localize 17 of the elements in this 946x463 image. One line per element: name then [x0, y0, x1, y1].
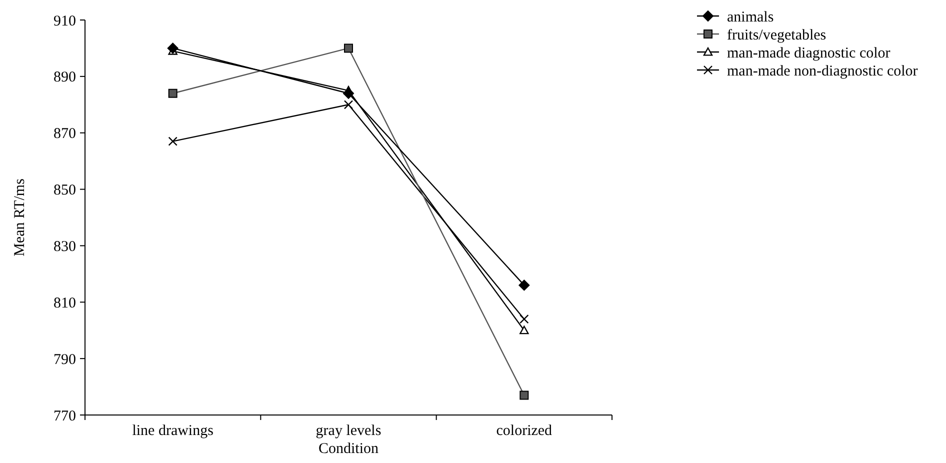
x-tick-label: gray levels — [316, 423, 382, 439]
legend-label: man-made non-diagnostic color — [727, 63, 918, 80]
y-tick-label: 890 — [54, 70, 76, 86]
y-tick-label: 810 — [54, 295, 76, 312]
y-tick-label: 870 — [54, 126, 76, 142]
y-axis-title: Mean RT/ms — [12, 178, 28, 256]
y-tick-label: 790 — [54, 352, 76, 368]
y-tick-label: 770 — [54, 408, 76, 424]
y-tick-label: 850 — [54, 182, 76, 199]
x-tick-label: colorized — [496, 423, 553, 439]
x-axis-title: Condition — [318, 441, 379, 457]
legend-label: fruits/vegetables — [727, 27, 826, 44]
y-tick-label: 910 — [54, 13, 76, 30]
y-tick-label: 830 — [54, 238, 76, 255]
legend-label: man-made diagnostic color — [727, 45, 890, 62]
legend-label: animals — [727, 9, 774, 26]
x-tick-label: line drawings — [132, 423, 214, 439]
